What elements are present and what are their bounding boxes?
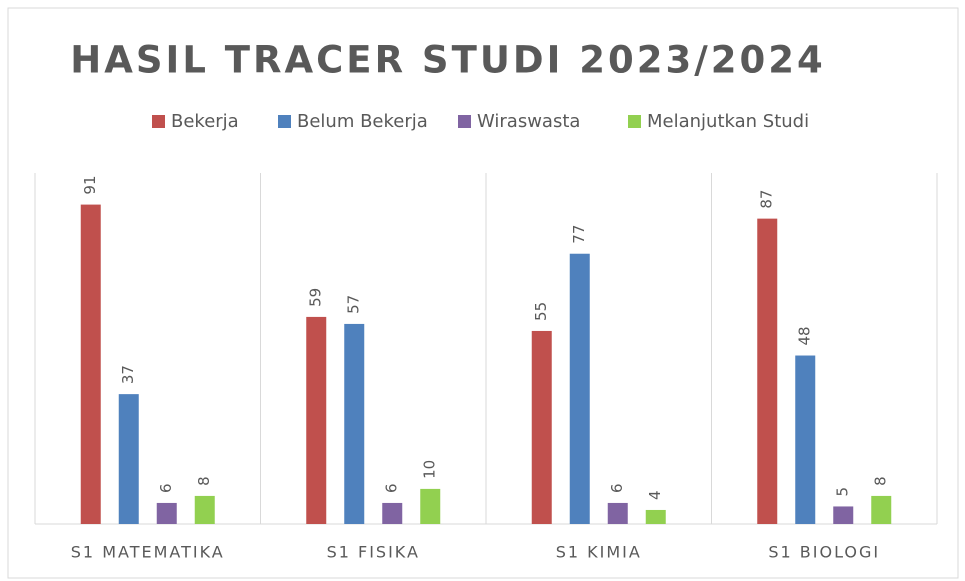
x-tick-label: S1 KIMIA xyxy=(556,543,642,562)
x-tick-label: S1 BIOLOGI xyxy=(768,543,880,562)
bar xyxy=(645,509,666,524)
data-label: 59 xyxy=(307,288,325,307)
legend-swatch xyxy=(278,115,291,128)
data-label: 8 xyxy=(195,476,213,486)
legend-swatch xyxy=(152,115,165,128)
data-label: 91 xyxy=(81,175,99,194)
bar xyxy=(757,218,778,524)
data-label: 6 xyxy=(157,483,175,493)
x-tick-label: S1 MATEMATIKA xyxy=(71,543,225,562)
chart-frame xyxy=(7,7,959,579)
bar xyxy=(569,253,590,525)
bar xyxy=(531,330,552,524)
bar xyxy=(156,502,177,524)
x-tick-label: S1 FISIKA xyxy=(327,543,420,562)
legend-label: Belum Bekerja xyxy=(297,111,428,132)
data-label: 57 xyxy=(345,295,363,314)
bar xyxy=(795,355,816,524)
bar xyxy=(306,316,327,524)
bar xyxy=(607,502,628,524)
bar xyxy=(833,506,854,524)
bar xyxy=(420,488,441,524)
data-label: 10 xyxy=(421,460,439,479)
bar xyxy=(382,502,403,524)
data-label: 5 xyxy=(834,487,852,497)
bar xyxy=(344,323,365,524)
legend-label: Melanjutkan Studi xyxy=(647,111,809,132)
bar xyxy=(194,495,215,524)
data-label: 77 xyxy=(570,225,588,244)
data-label: 87 xyxy=(758,190,776,209)
legend-label: Wiraswasta xyxy=(477,111,580,132)
data-label: 55 xyxy=(532,302,550,321)
legend-label: Bekerja xyxy=(171,111,239,132)
data-label: 6 xyxy=(608,483,626,493)
data-label: 8 xyxy=(872,476,890,486)
data-label: 4 xyxy=(646,490,664,500)
data-label: 37 xyxy=(119,365,137,384)
bar xyxy=(871,495,892,524)
data-label: 6 xyxy=(383,483,401,493)
data-label: 48 xyxy=(796,326,814,345)
bar xyxy=(118,394,139,524)
legend-swatch xyxy=(628,115,641,128)
legend-swatch xyxy=(458,115,471,128)
chart-title: HASIL TRACER STUDI 2023/2024 xyxy=(70,39,825,82)
bar xyxy=(80,204,101,524)
